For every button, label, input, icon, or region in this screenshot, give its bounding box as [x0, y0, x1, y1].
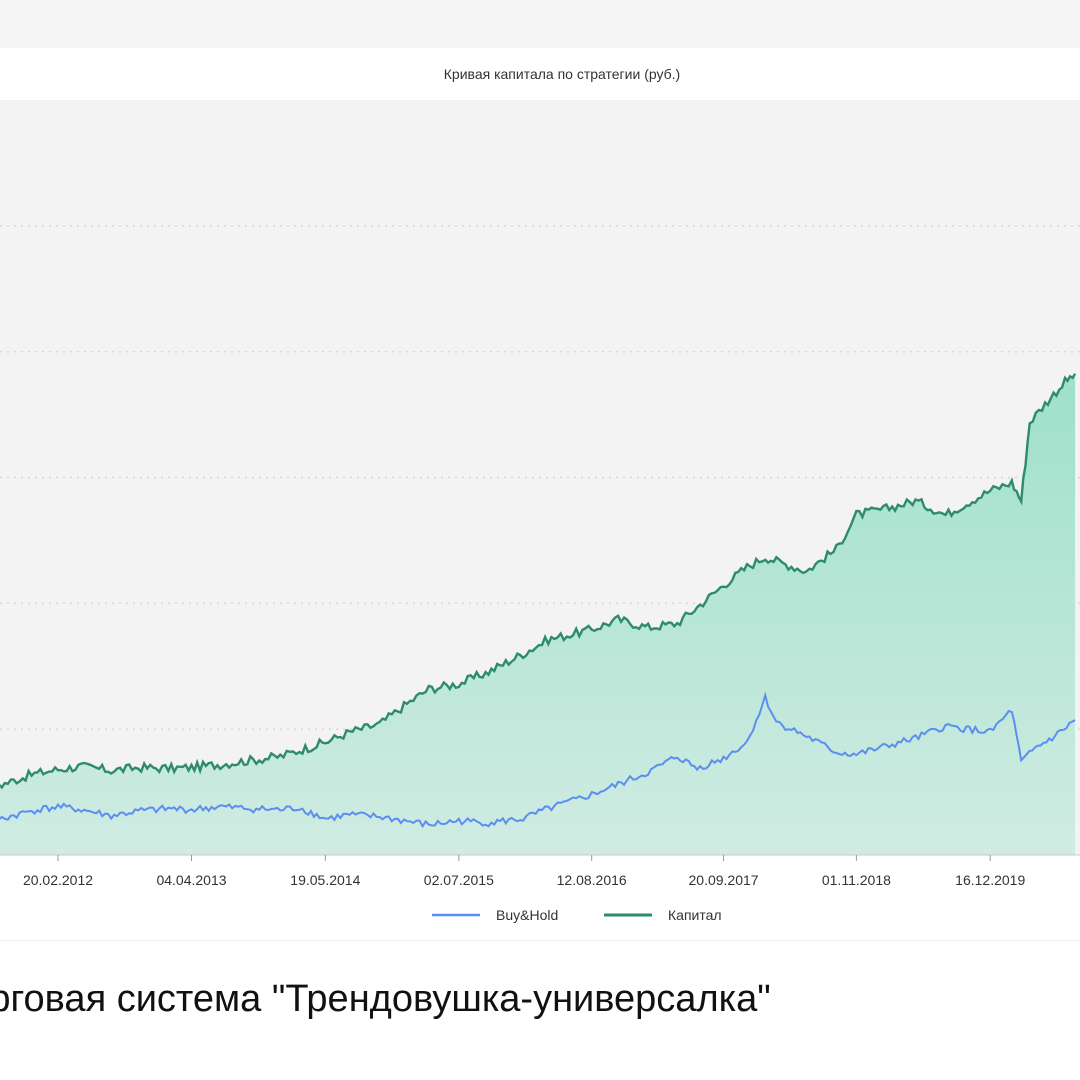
- x-tick-label: 02.07.2015: [424, 872, 494, 888]
- legend: Buy&Hold Капитал: [432, 907, 722, 923]
- x-tick-label: 20.02.2012: [23, 872, 93, 888]
- series-layer: [0, 373, 1077, 855]
- chart-title: Кривая капитала по стратегии (руб.): [444, 66, 680, 82]
- x-tick-label: 16.12.2019: [955, 872, 1025, 888]
- top-band: [0, 0, 1080, 49]
- article-caption: Торговая система "Трендовушка-универсалк…: [0, 978, 771, 1020]
- legend-label-buy-hold: Buy&Hold: [496, 907, 558, 923]
- capital-area-fill: [0, 373, 1076, 855]
- x-tick-label: 20.09.2017: [689, 872, 759, 888]
- legend-label-capital: Капитал: [668, 907, 722, 923]
- x-tick-label: 12.08.2016: [557, 872, 627, 888]
- x-tick-label: 01.11.2018: [822, 872, 891, 888]
- caption-area: Торговая система "Трендовушка-универсалк…: [0, 960, 1080, 1040]
- equity-chart: 20.02.2012 04.04.2013 19.05.2014 02.07.2015…: [0, 48, 1080, 941]
- x-tick-label: 04.04.2013: [156, 872, 226, 888]
- chart-svg: 20.02.2012 04.04.2013 19.05.2014 02.07.2015…: [0, 66, 1080, 923]
- x-tick-label: 19.05.2014: [290, 872, 360, 888]
- x-axis-ticks: 20.02.2012 04.04.2013 19.05.2014 02.07.2015…: [23, 855, 1025, 888]
- buy-hold-line: [0, 691, 1076, 829]
- capital-line: [0, 373, 1077, 790]
